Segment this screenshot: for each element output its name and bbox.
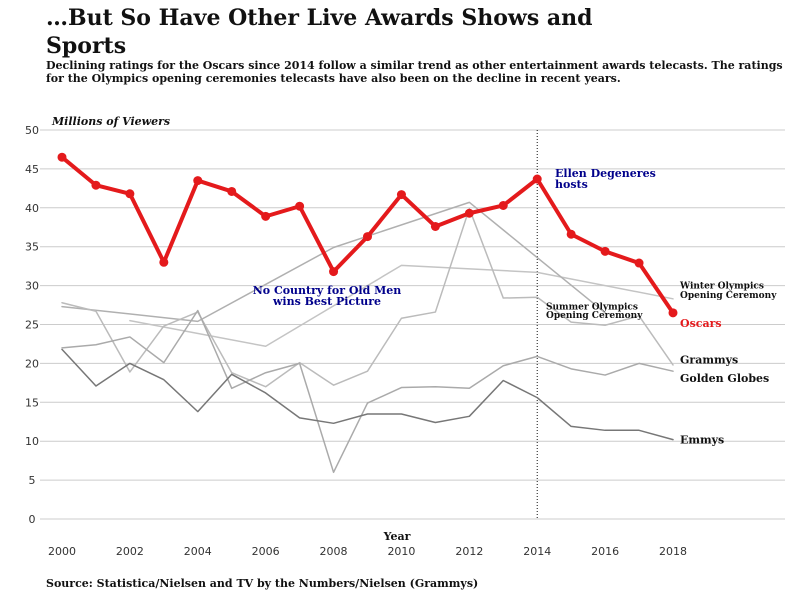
series-line-winter-olympics bbox=[129, 264, 674, 348]
series-line-grammys bbox=[61, 207, 674, 388]
oscars-point bbox=[227, 186, 237, 196]
oscars-point bbox=[498, 200, 508, 210]
chart-source: Source: Statistica/Nielsen and TV by the… bbox=[46, 577, 479, 590]
x-tick-label: 2016 bbox=[591, 545, 619, 558]
annotation-ellen-hosts: Ellen Degeneres bbox=[555, 167, 656, 180]
oscars-point bbox=[464, 208, 474, 218]
annotation-ellen-hosts: hosts bbox=[555, 178, 588, 191]
label-emmys: Emmys bbox=[680, 434, 724, 447]
oscars-point bbox=[430, 221, 440, 231]
oscars-point bbox=[396, 190, 406, 200]
oscars-point bbox=[668, 308, 678, 318]
x-tick-label: 2006 bbox=[252, 545, 280, 558]
y-tick-label: 5 bbox=[29, 474, 36, 487]
x-tick-label: 2010 bbox=[387, 545, 415, 558]
y-tick-label: 15 bbox=[25, 396, 39, 409]
oscars-point bbox=[159, 257, 169, 267]
label-summer-olympics: Opening Ceremony bbox=[546, 311, 643, 321]
x-tick-label: 2014 bbox=[523, 545, 551, 558]
annotation-best-picture: No Country for Old Men bbox=[253, 284, 402, 297]
x-tick-label: 2012 bbox=[455, 545, 483, 558]
y-tick-label: 10 bbox=[25, 435, 39, 448]
label-summer-olympics: Summer Olympics bbox=[546, 303, 638, 313]
y-tick-label: 0 bbox=[29, 513, 36, 526]
x-tick-label: 2008 bbox=[320, 545, 348, 558]
series-line-summer-olympics bbox=[61, 201, 606, 323]
oscars-point bbox=[91, 180, 101, 190]
label-golden-globes: Golden Globes bbox=[680, 372, 769, 385]
oscars-point bbox=[125, 189, 135, 199]
chart-subtitle: Declining ratings for the Oscars since 2… bbox=[46, 59, 783, 85]
oscars-point bbox=[57, 152, 67, 162]
x-tick-label: 2018 bbox=[659, 545, 687, 558]
oscars-point bbox=[600, 246, 610, 256]
oscars-point bbox=[329, 267, 339, 277]
x-tick-label: 2004 bbox=[184, 545, 212, 558]
oscars-point bbox=[532, 174, 542, 184]
chart-title: …But So Have Other Live Awards Shows and… bbox=[46, 5, 593, 59]
x-tick-label: 2000 bbox=[48, 545, 76, 558]
x-tick-label: 2002 bbox=[116, 545, 144, 558]
series-line-emmys bbox=[61, 348, 674, 441]
y-tick-label: 25 bbox=[25, 319, 39, 332]
x-axis-label: Year bbox=[383, 530, 411, 543]
label-oscars: Oscars bbox=[680, 317, 722, 330]
oscars-point bbox=[295, 201, 305, 211]
y-tick-label: 35 bbox=[25, 241, 39, 254]
y-tick-label: 45 bbox=[25, 163, 39, 176]
y-tick-label: 50 bbox=[25, 124, 39, 137]
y-tick-label: 40 bbox=[25, 202, 39, 215]
oscars-point bbox=[363, 232, 372, 242]
label-winter-olympics: Winter Olympics bbox=[679, 282, 764, 292]
y-axis-label: Millions of Viewers bbox=[51, 115, 170, 128]
oscars-point bbox=[261, 211, 271, 221]
oscars-point bbox=[193, 176, 203, 186]
series-line-golden-globes bbox=[61, 309, 674, 474]
y-tick-label: 20 bbox=[25, 357, 39, 370]
label-grammys: Grammys bbox=[680, 354, 738, 367]
oscars-point bbox=[634, 258, 644, 268]
oscars-point bbox=[566, 229, 576, 239]
annotation-best-picture: wins Best Picture bbox=[272, 295, 381, 308]
y-tick-label: 30 bbox=[25, 280, 39, 293]
label-winter-olympics: Opening Ceremony bbox=[680, 291, 777, 301]
